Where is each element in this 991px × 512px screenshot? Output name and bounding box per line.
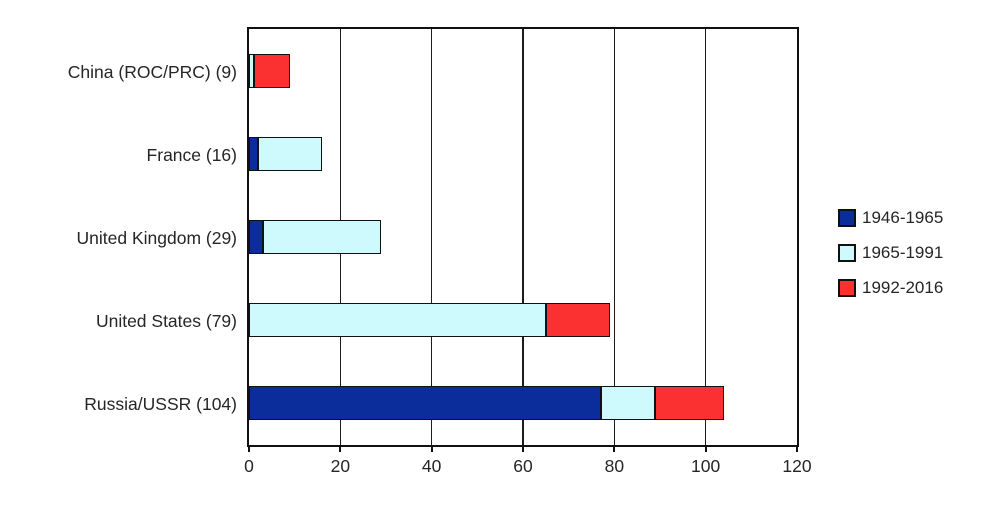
x-tick-label: 80 [604,456,625,476]
category-label: United Kingdom (29) [76,228,238,248]
legend-label: 1992-2016 [862,278,944,297]
bar-row [249,303,797,338]
axis-tick [704,447,707,452]
bar-segment-1965-1991 [262,220,382,254]
x-tick-label: 100 [691,456,721,476]
gridline [613,29,616,445]
category-label: United States (79) [95,311,237,332]
axis-tick [613,447,616,452]
category-label: China (ROC/PRC) (9) [67,61,237,82]
x-tick-label: 120 [782,456,812,476]
legend-swatch [838,279,856,297]
bar-segment-1965-1991 [258,136,323,171]
plot-area [247,27,799,447]
axis-tick [522,447,524,452]
bar-segment-1946-1965 [249,386,601,421]
axis-tick [339,447,342,452]
bar-segment-1965-1991 [249,53,254,88]
legend-label: 1965-1991 [862,243,944,262]
bar-segment-1992-2016 [655,386,724,421]
legend-label: 1946-1965 [862,208,944,227]
axis-tick [248,447,250,452]
bar-row [249,220,797,254]
legend: 1946-1965 1965-1991 1992-2016 [838,208,944,297]
axis-tick [796,447,798,452]
bar-segment-1946-1965 [249,220,263,254]
category-label: Russia/USSR (104) [84,394,237,415]
x-tick-label: 20 [330,456,351,476]
bar-segment-1965-1991 [249,303,546,338]
bar-segment-1992-2016 [253,53,291,88]
x-tick-label: 0 [244,456,254,476]
category-label: France (16) [146,144,237,165]
bar-segment-1965-1991 [600,386,656,421]
bar-segment-1946-1965 [249,136,259,171]
gridline [522,29,524,445]
axis-tick [430,447,433,452]
bar-segment-1992-2016 [545,303,610,338]
legend-item: 1965-1991 [838,243,944,262]
legend-item: 1992-2016 [838,278,944,297]
legend-swatch [838,209,856,227]
x-tick-label: 40 [421,456,442,476]
gridline [430,29,433,445]
bar-row [249,386,797,421]
legend-swatch [838,244,856,262]
bar-row [249,136,797,171]
legend-item: 1946-1965 [838,208,944,227]
x-tick-label: 60 [513,456,533,476]
gridline [704,29,707,445]
bar-row [249,53,797,88]
